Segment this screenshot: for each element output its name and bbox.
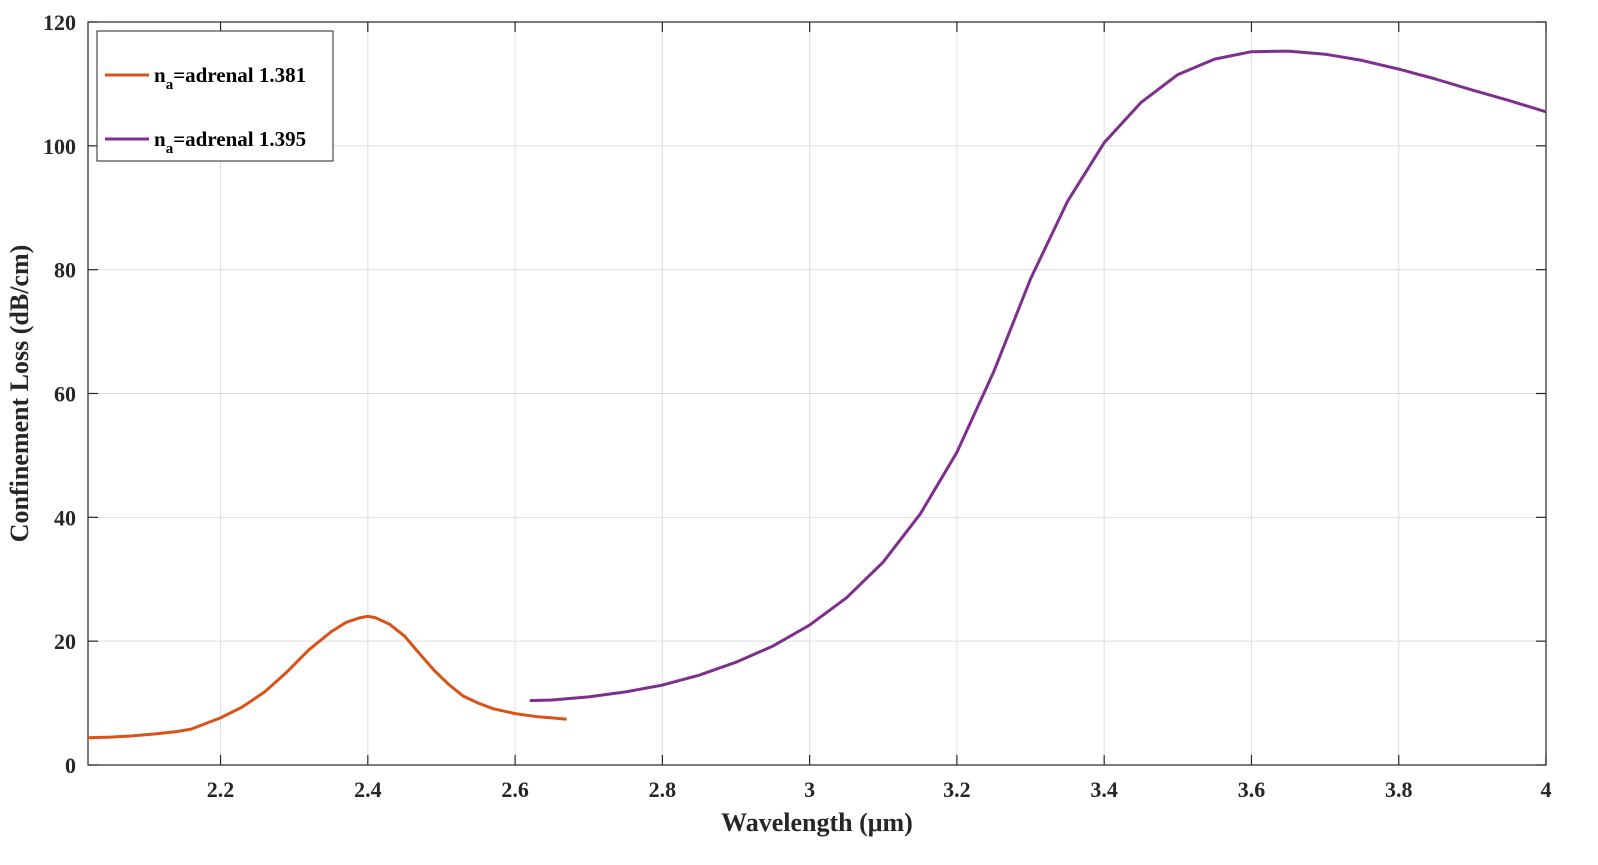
x-tick-label: 3.6 bbox=[1238, 777, 1266, 802]
legend-label-text: =adrenal 1.395 bbox=[173, 127, 306, 151]
legend-label-text: =adrenal 1.381 bbox=[173, 63, 306, 87]
y-tick-label: 80 bbox=[54, 258, 76, 283]
y-tick-label: 40 bbox=[54, 505, 76, 530]
series-line-1 bbox=[87, 614, 567, 740]
y-tick-label: 100 bbox=[43, 134, 76, 159]
x-tick-label: 3.2 bbox=[943, 777, 971, 802]
x-tick-label: 2.6 bbox=[501, 777, 529, 802]
series-line-2 bbox=[529, 49, 1547, 703]
legend-label-subscript: a bbox=[166, 77, 174, 93]
y-tick-label: 20 bbox=[54, 629, 76, 654]
legend-label-1: na=adrenal 1.381 bbox=[154, 63, 306, 93]
y-tick-label: 120 bbox=[43, 10, 76, 35]
legend-label-subscript: a bbox=[166, 141, 174, 157]
x-tick-label: 3 bbox=[804, 777, 815, 802]
y-axis-title: Confinement Loss (dB/cm) bbox=[5, 245, 34, 543]
legend-label-symbol: n bbox=[154, 63, 166, 87]
y-tick-label: 60 bbox=[54, 382, 76, 407]
x-tick-label: 2.4 bbox=[354, 777, 382, 802]
x-axis-title: Wavelength (μm) bbox=[721, 808, 913, 837]
x-tick-label: 3.8 bbox=[1385, 777, 1413, 802]
y-tick-label: 0 bbox=[65, 753, 76, 778]
x-tick-label: 3.4 bbox=[1090, 777, 1118, 802]
x-tick-label: 2.2 bbox=[207, 777, 235, 802]
data-series bbox=[87, 49, 1547, 740]
x-tick-label: 2.8 bbox=[649, 777, 677, 802]
legend-label-2: na=adrenal 1.395 bbox=[154, 127, 306, 157]
axis-ticks: 2.2 2.4 2.6 2.8 3 3.2 3.4 3.6 3.8 402040608010012… bbox=[43, 10, 1552, 802]
legend-label-symbol: n bbox=[154, 127, 166, 151]
x-tick-label: 4 bbox=[1541, 777, 1552, 802]
